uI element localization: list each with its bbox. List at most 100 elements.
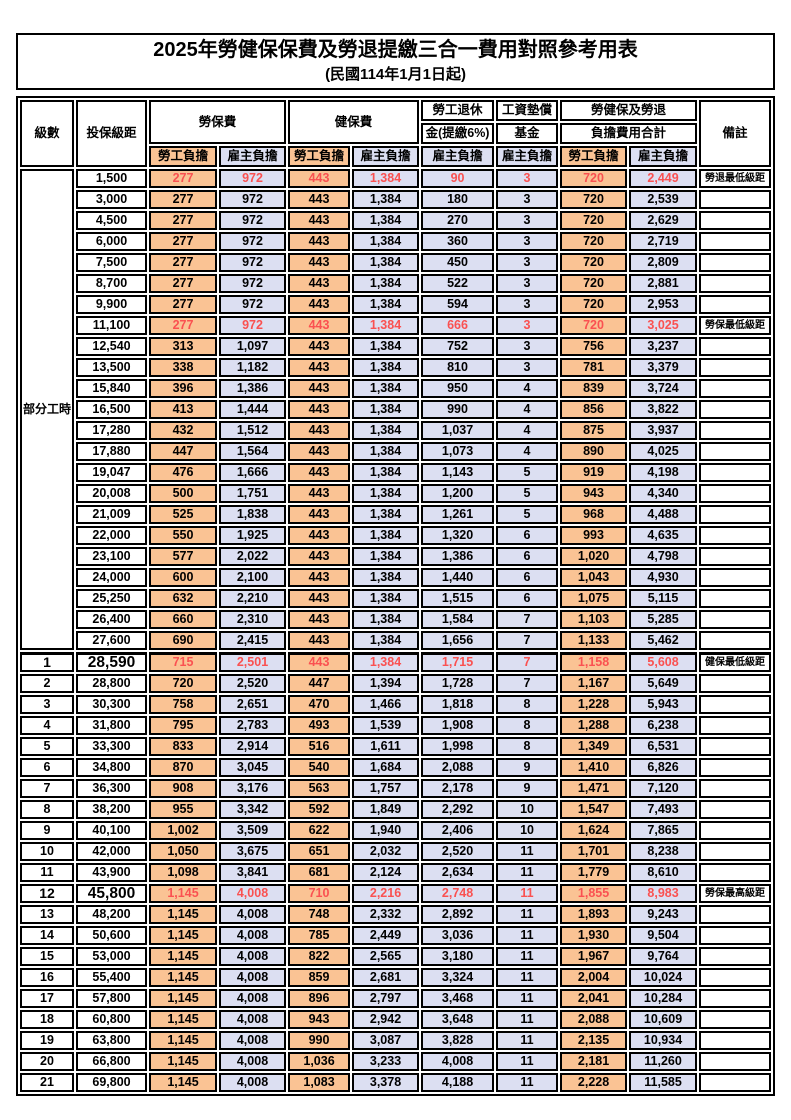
- table-row: 16,500 413 1,444 443 1,384 990 4 856 3,822: [20, 400, 772, 419]
- level-cell: 21: [20, 1073, 74, 1092]
- table-row: 13,500 338 1,182 443 1,384 810 3 781 3,379: [20, 358, 772, 377]
- health-fee-employee-cell: 443: [288, 568, 351, 587]
- table-row: 7,500 277 972 443 1,384 450 3 720 2,809: [20, 253, 772, 272]
- wage-fund-employer-cell: 11: [496, 968, 559, 987]
- wage-fund-employer-cell: 8: [496, 737, 559, 756]
- labor-fee-employer-cell: 2,651: [219, 695, 287, 714]
- pension-employer-cell: 752: [421, 337, 495, 356]
- wage-fund-employer-cell: 4: [496, 442, 559, 461]
- labor-fee-employee-cell: 870: [149, 758, 217, 777]
- table-row: 25,250 632 2,210 443 1,384 1,515 6 1,075 5,115: [20, 589, 772, 608]
- health-fee-employee-cell: 822: [288, 947, 351, 966]
- total-employer-cell: 5,285: [629, 610, 698, 629]
- table-row: 21 69,800 1,145 4,008 1,083 3,378 4,188 11 2,228…: [20, 1073, 772, 1092]
- remark-cell: [699, 568, 772, 587]
- total-employer-cell: 3,724: [629, 379, 698, 398]
- health-fee-employee-cell: 443: [288, 253, 351, 272]
- health-fee-employee-cell: 710: [288, 884, 351, 903]
- health-fee-employee-cell: 681: [288, 863, 351, 882]
- subheader-labor-employer: 雇主負擔: [219, 146, 287, 167]
- pension-employer-cell: 1,584: [421, 610, 495, 629]
- table-row: 15,840 396 1,386 443 1,384 950 4 839 3,724: [20, 379, 772, 398]
- bracket-cell: 28,590: [76, 652, 147, 672]
- labor-fee-employee-cell: 277: [149, 316, 217, 335]
- wage-fund-employer-cell: 3: [496, 211, 559, 230]
- health-fee-employee-cell: 443: [288, 652, 351, 672]
- remark-cell: [699, 1031, 772, 1050]
- total-employee-cell: 1,103: [560, 610, 628, 629]
- pension-employer-cell: 1,728: [421, 674, 495, 693]
- total-employer-cell: 2,449: [629, 169, 698, 188]
- col-header-level: 級數: [20, 100, 74, 167]
- total-employer-cell: 5,462: [629, 631, 698, 650]
- total-employer-cell: 3,025: [629, 316, 698, 335]
- labor-fee-employee-cell: 277: [149, 232, 217, 251]
- bracket-cell: 45,800: [76, 884, 147, 903]
- health-fee-employee-cell: 443: [288, 295, 351, 314]
- wage-fund-employer-cell: 5: [496, 463, 559, 482]
- health-fee-employer-cell: 2,332: [352, 905, 420, 924]
- level-cell: 4: [20, 716, 74, 735]
- health-fee-employee-cell: 443: [288, 610, 351, 629]
- table-row: 部分工時 1,500 277 972 443 1,384 90 3 720 2,449 勞退最低級距: [20, 169, 772, 650]
- pension-employer-cell: 1,440: [421, 568, 495, 587]
- table-row: 9,900 277 972 443 1,384 594 3 720 2,953: [20, 295, 772, 314]
- labor-fee-employee-cell: 396: [149, 379, 217, 398]
- subheader-total-employee: 勞工負擔: [560, 146, 628, 167]
- remark-cell: [699, 253, 772, 272]
- bracket-cell: 28,800: [76, 674, 147, 693]
- wage-fund-employer-cell: 3: [496, 253, 559, 272]
- labor-fee-employee-cell: 758: [149, 695, 217, 714]
- total-employer-cell: 3,822: [629, 400, 698, 419]
- pension-employer-cell: 1,386: [421, 547, 495, 566]
- total-employee-cell: 1,043: [560, 568, 628, 587]
- level-cell: 10: [20, 842, 74, 861]
- labor-fee-employee-cell: 413: [149, 400, 217, 419]
- health-fee-employee-cell: 470: [288, 695, 351, 714]
- wage-fund-employer-cell: 3: [496, 274, 559, 293]
- total-employee-cell: 839: [560, 379, 628, 398]
- labor-fee-employer-cell: 4,008: [219, 884, 287, 903]
- labor-fee-employee-cell: 550: [149, 526, 217, 545]
- remark-cell: [699, 505, 772, 524]
- health-fee-employer-cell: 2,032: [352, 842, 420, 861]
- remark-cell: [699, 926, 772, 945]
- bracket-cell: 11,100: [76, 316, 147, 335]
- bracket-cell: 16,500: [76, 400, 147, 419]
- remark-cell: [699, 442, 772, 461]
- labor-fee-employee-cell: 338: [149, 358, 217, 377]
- labor-fee-employee-cell: 313: [149, 337, 217, 356]
- health-fee-employee-cell: 651: [288, 842, 351, 861]
- pension-employer-cell: 2,088: [421, 758, 495, 777]
- labor-fee-employee-cell: 500: [149, 484, 217, 503]
- labor-fee-employee-cell: 432: [149, 421, 217, 440]
- labor-fee-employee-cell: 1,002: [149, 821, 217, 840]
- total-employee-cell: 1,471: [560, 779, 628, 798]
- labor-fee-employer-cell: 2,210: [219, 589, 287, 608]
- table-row: 4 31,800 795 2,783 493 1,539 1,908 8 1,288 6,238: [20, 716, 772, 735]
- labor-fee-employer-cell: 972: [219, 169, 287, 188]
- wage-fund-employer-cell: 11: [496, 863, 559, 882]
- health-fee-employer-cell: 1,384: [352, 526, 420, 545]
- part-time-label: 部分工時: [20, 169, 74, 650]
- bracket-cell: 43,900: [76, 863, 147, 882]
- pension-employer-cell: 666: [421, 316, 495, 335]
- labor-fee-employee-cell: 1,145: [149, 884, 217, 903]
- health-fee-employer-cell: 1,384: [352, 652, 420, 672]
- pension-employer-cell: 1,818: [421, 695, 495, 714]
- pension-employer-cell: 3,324: [421, 968, 495, 987]
- table-row: 2 28,800 720 2,520 447 1,394 1,728 7 1,167 5,649: [20, 674, 772, 693]
- labor-fee-employee-cell: 1,098: [149, 863, 217, 882]
- health-fee-employer-cell: 1,384: [352, 337, 420, 356]
- table-row: 20 66,800 1,145 4,008 1,036 3,233 4,008 11 2,181…: [20, 1052, 772, 1071]
- total-employee-cell: 2,228: [560, 1073, 628, 1092]
- wage-fund-employer-cell: 8: [496, 716, 559, 735]
- level-cell: 15: [20, 947, 74, 966]
- health-fee-employee-cell: 592: [288, 800, 351, 819]
- bracket-cell: 30,300: [76, 695, 147, 714]
- wage-fund-employer-cell: 3: [496, 295, 559, 314]
- total-employer-cell: 2,719: [629, 232, 698, 251]
- table-wrap: 級數 投保級距 勞保費 健保費 勞工退休 工資墊償 勞健保及勞退 備註 金(提繳…: [16, 96, 775, 1096]
- col-header-pension-line1: 勞工退休: [421, 100, 495, 121]
- health-fee-employee-cell: 943: [288, 1010, 351, 1029]
